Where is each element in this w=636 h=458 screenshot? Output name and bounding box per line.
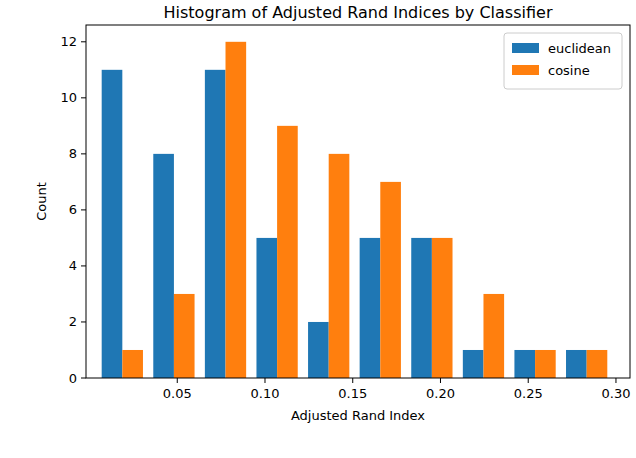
y-tick [81, 378, 86, 379]
y-tick [81, 209, 86, 210]
legend-box [504, 33, 622, 89]
histogram-bar [226, 42, 247, 378]
x-tick-label: 0.25 [514, 386, 543, 401]
y-axis-label: Count [34, 182, 49, 221]
title: Histogram of Adjusted Rand Indices by Cl… [164, 3, 553, 22]
histogram-bar [205, 70, 226, 378]
histogram-bar [256, 238, 277, 378]
x-tick [528, 378, 529, 383]
histogram-bar [102, 70, 123, 378]
legend-swatch [512, 43, 539, 53]
histogram-bar [277, 126, 298, 378]
y-tick [81, 321, 86, 322]
y-tick-label: 6 [69, 202, 77, 217]
chart: 0.05 0.10 0.15 0.20 0.25 0.30 0 2 4 6 8 10 12 Histogr… [0, 0, 636, 458]
x-tick [177, 378, 178, 383]
y-tick-label: 2 [69, 314, 77, 329]
histogram-bar [483, 294, 504, 378]
x-tick [440, 378, 441, 383]
plot-frame [86, 25, 630, 378]
histogram-bar [514, 350, 535, 378]
x-tick-label: 0.30 [601, 386, 630, 401]
x-tick [352, 378, 353, 383]
x-tick-label: 0.10 [251, 386, 280, 401]
histogram-bar [360, 238, 381, 378]
y-tick-label: 8 [69, 146, 77, 161]
histogram-bar [153, 154, 174, 378]
histogram-bar [380, 182, 401, 378]
x-tick-label: 0.20 [426, 386, 455, 401]
legend-swatch [512, 65, 539, 75]
histogram-bar [411, 238, 432, 378]
y-tick [81, 265, 86, 266]
histogram-bar [535, 350, 556, 378]
legend: euclidean cosine [504, 33, 622, 89]
x-tick [264, 378, 265, 383]
histogram-bar [329, 154, 350, 378]
bars [102, 42, 608, 378]
histogram-bar [566, 350, 587, 378]
y-tick [81, 153, 86, 154]
y-tick [81, 97, 86, 98]
chart-container: 0.05 0.10 0.15 0.20 0.25 0.30 0 2 4 6 8 10 12 Histogr… [0, 0, 636, 458]
y-tick-label: 10 [60, 90, 77, 105]
x-tick-label: 0.05 [163, 386, 192, 401]
histogram-bar [432, 238, 453, 378]
histogram-bar [463, 350, 484, 378]
y-tick-label: 4 [69, 258, 77, 273]
histogram-bar [122, 350, 143, 378]
y-tick-label: 0 [69, 371, 77, 386]
legend-label: cosine [548, 63, 590, 78]
x-tick-label: 0.15 [338, 386, 367, 401]
y-tick-label: 12 [60, 34, 77, 49]
y-tick [81, 41, 86, 42]
histogram-bar [308, 322, 329, 378]
x-axis-label: Adjusted Rand Index [291, 408, 425, 423]
x-tick [615, 378, 616, 383]
legend-label: euclidean [548, 41, 611, 56]
histogram-bar [587, 350, 608, 378]
histogram-bar [174, 294, 195, 378]
